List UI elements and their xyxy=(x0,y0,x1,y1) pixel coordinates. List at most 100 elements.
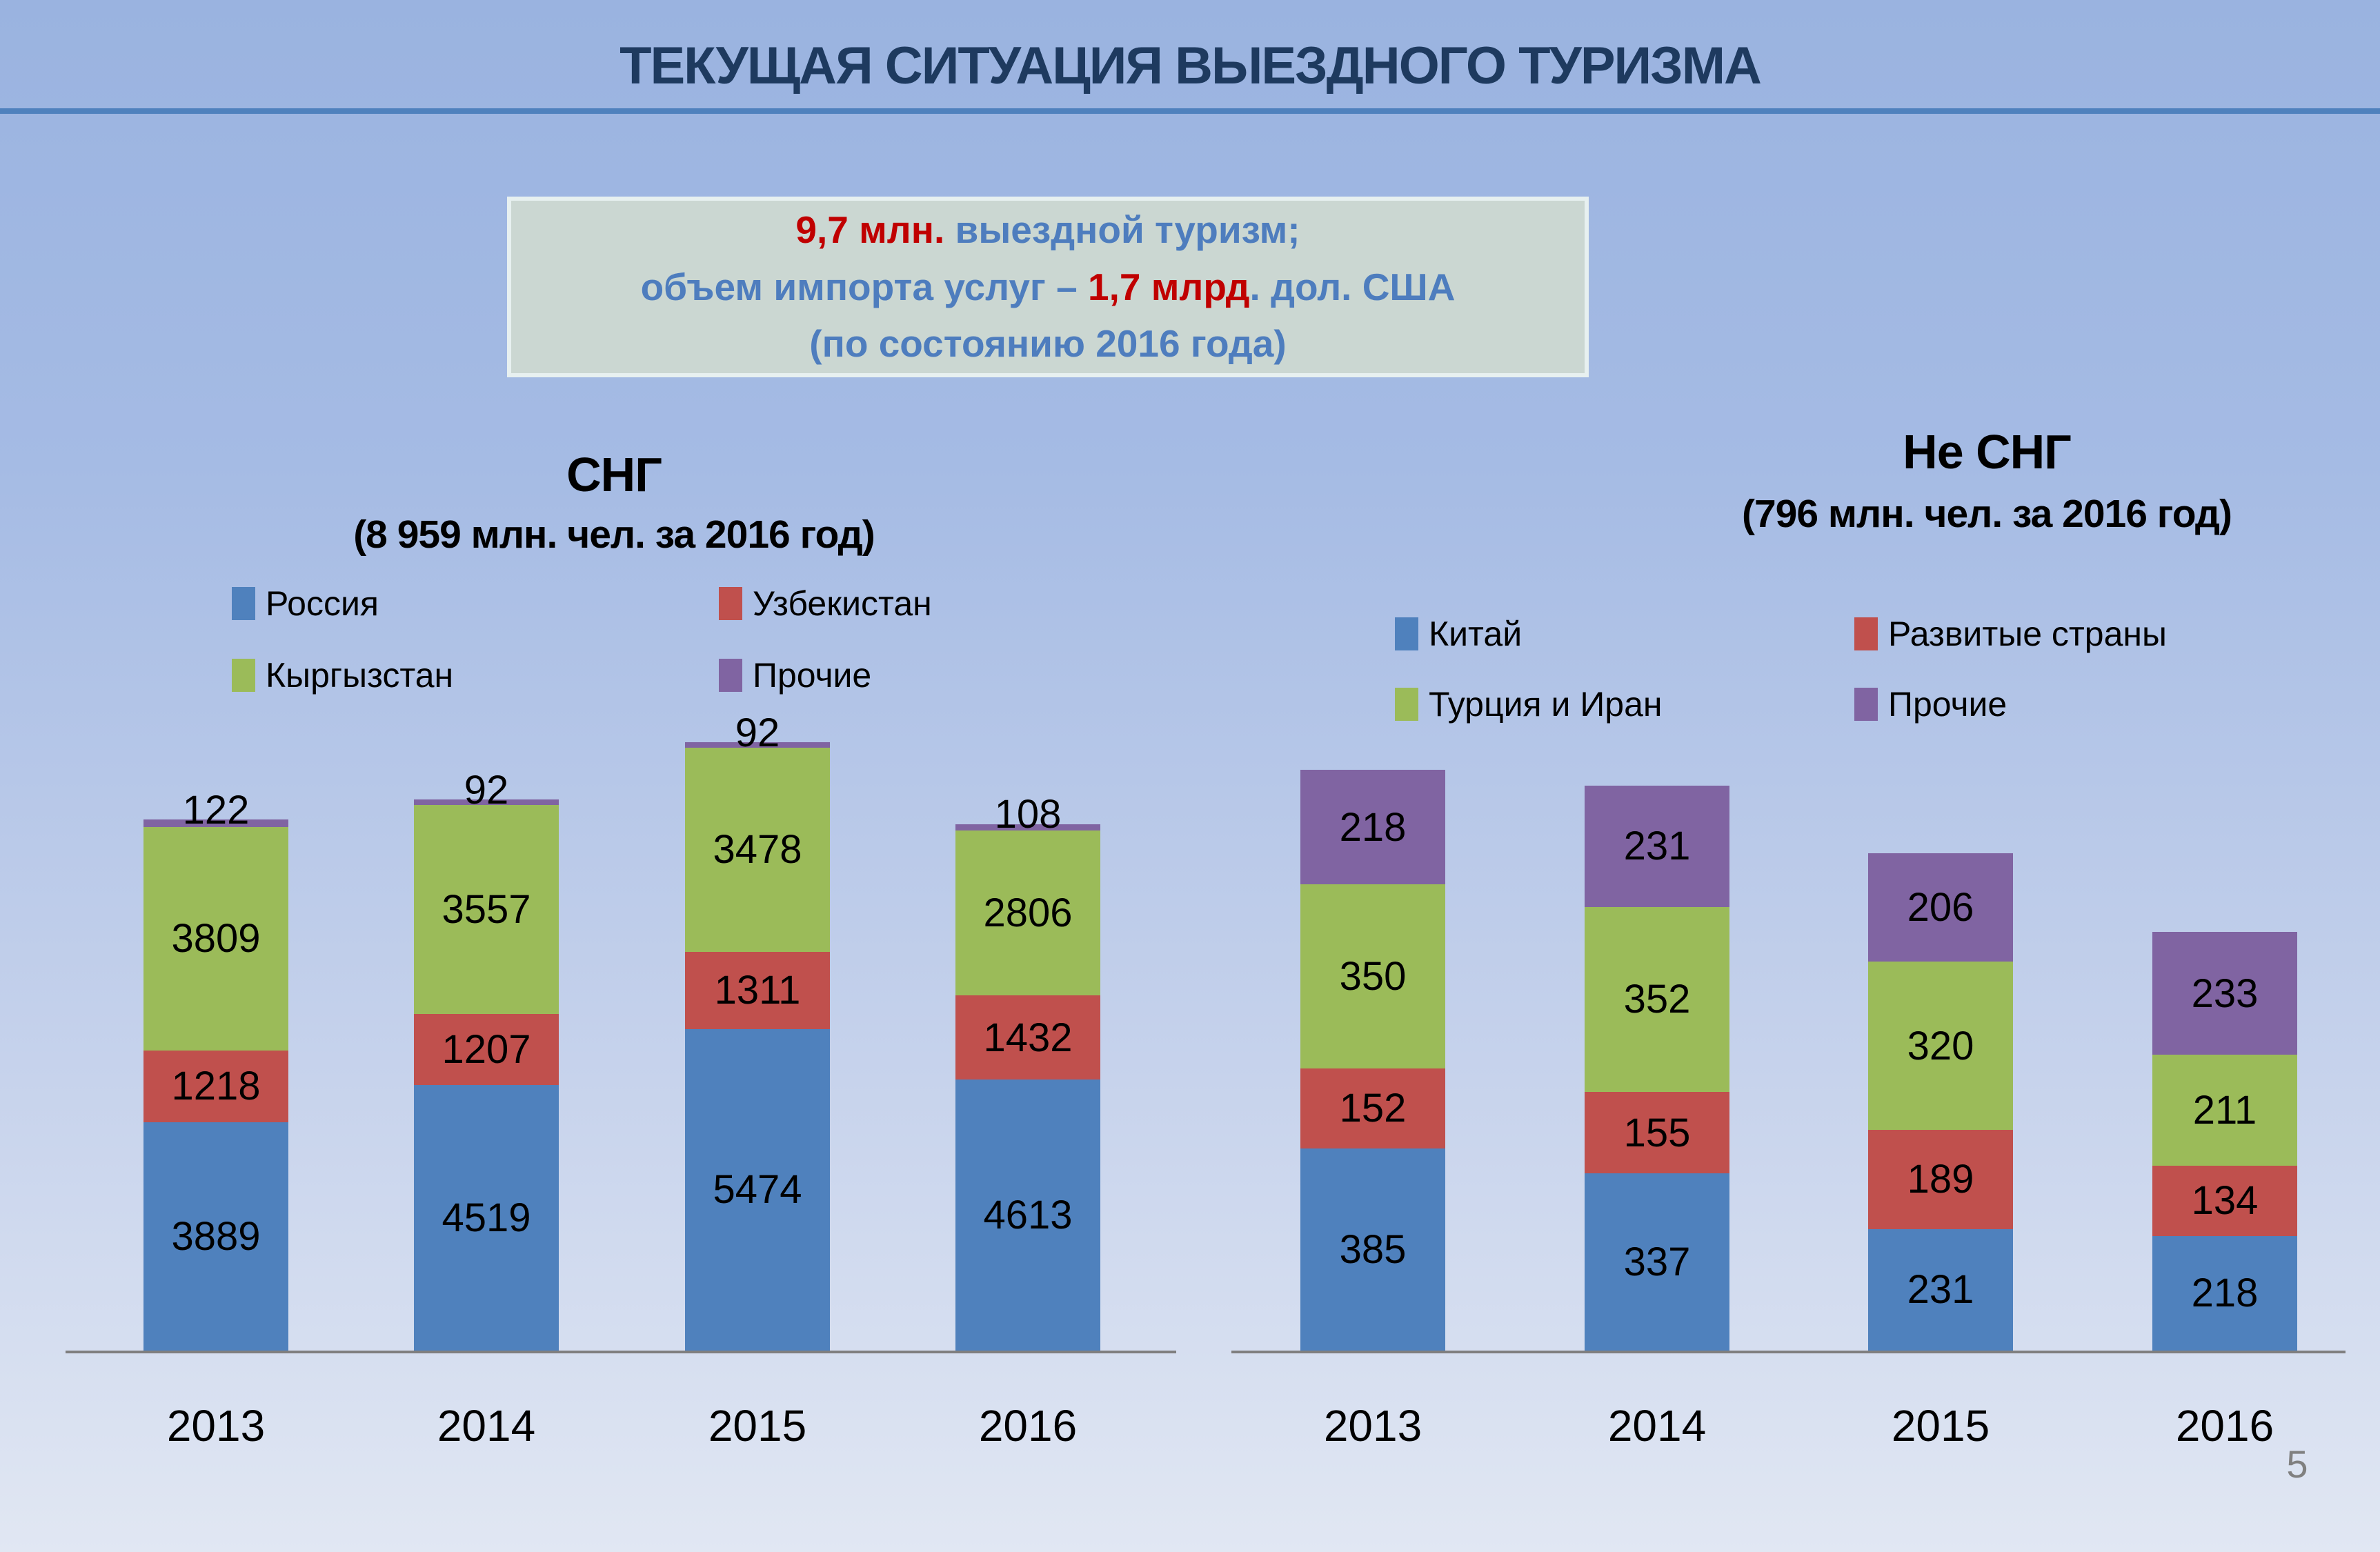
bar-segment xyxy=(143,1122,288,1351)
chart-non-cis-title: Не СНГ xyxy=(1903,425,2072,479)
x-axis-category-label: 2014 xyxy=(437,1401,536,1451)
x-axis-category-label: 2016 xyxy=(2175,1401,2274,1451)
bar-segment-value: 152 xyxy=(1339,1086,1407,1131)
bar-segment xyxy=(414,1014,559,1086)
bar-segment xyxy=(414,1085,559,1351)
bar-segment xyxy=(685,747,830,953)
bar-segment xyxy=(2152,1235,2297,1351)
bar-segment-value: 1207 xyxy=(442,1027,531,1073)
bar-segment-value: 108 xyxy=(994,792,1062,837)
infobox-line-3: (по состоянию 2016 года) xyxy=(809,315,1286,372)
bar-segment-value: 206 xyxy=(1907,885,1974,931)
legend-swatch xyxy=(719,659,742,692)
bar-segment-value: 3557 xyxy=(442,887,531,933)
bar-segment-value: 337 xyxy=(1623,1240,1691,1285)
legend-item: Россия xyxy=(232,579,379,628)
bar-segment xyxy=(2152,1054,2297,1166)
legend-swatch xyxy=(1395,688,1418,721)
bar-segment-value: 320 xyxy=(1907,1023,1974,1068)
bar-segment-value: 3809 xyxy=(171,916,261,962)
bar-segment-value: 350 xyxy=(1339,953,1407,999)
bar-segment xyxy=(685,952,830,1029)
bar-segment-value: 1218 xyxy=(171,1064,261,1109)
bar-segment-value: 1311 xyxy=(714,968,801,1013)
legend-label: Турция и Иран xyxy=(1429,685,1663,724)
bar-segment-value: 1432 xyxy=(983,1015,1073,1060)
infobox-line-2: объем импорта услуг – 1,7 млрд. дол. США xyxy=(641,259,1456,316)
x-axis-category-label: 2013 xyxy=(1323,1401,1422,1451)
bar-segment-value: 2806 xyxy=(983,891,1073,936)
infobox-text-segment: выездной туризм; xyxy=(944,208,1300,252)
infobox-text-segment: 9,7 млн. xyxy=(795,208,945,252)
bar-segment-value: 4519 xyxy=(442,1195,531,1241)
legend-swatch xyxy=(1854,688,1878,721)
bar-segment-value: 218 xyxy=(1339,804,1407,850)
bar-segment-value: 3478 xyxy=(713,827,802,873)
bar-segment xyxy=(143,1051,288,1122)
x-axis-line xyxy=(66,1351,1176,1353)
x-axis-line xyxy=(1231,1351,2346,1353)
bar-segment xyxy=(143,819,288,827)
legend-item: Прочие xyxy=(1854,680,2007,728)
bar-segment xyxy=(1868,1129,2013,1229)
bar-segment-value: 189 xyxy=(1907,1157,1974,1202)
legend-label: Россия xyxy=(266,584,379,623)
bar-segment xyxy=(955,830,1100,996)
legend-label: Прочие xyxy=(1888,685,2007,724)
legend-item: Китай xyxy=(1395,610,1522,658)
bar-segment xyxy=(685,742,830,748)
infobox-text-segment: . дол. США xyxy=(1249,265,1456,308)
bar-segment-value: 233 xyxy=(2191,971,2259,1016)
legend-item: Турция и Иран xyxy=(1395,680,1663,728)
bar-segment xyxy=(2152,932,2297,1055)
legend-swatch xyxy=(1395,617,1418,650)
bar-segment-value: 134 xyxy=(2191,1178,2259,1224)
legend-item: Узбекистан xyxy=(719,579,932,628)
infobox-text-segment: 1,7 млрд xyxy=(1088,265,1250,308)
bar-segment xyxy=(2152,1165,2297,1236)
infobox-text-segment: объем импорта услуг – xyxy=(640,265,1088,308)
bar-segment-value: 92 xyxy=(464,767,509,813)
bar-segment-value: 5474 xyxy=(713,1167,802,1213)
legend-item: Кыргызстан xyxy=(232,651,453,699)
bar-segment-value: 352 xyxy=(1623,977,1691,1022)
chart-non-cis-subtitle: (796 млн. чел. за 2016 год) xyxy=(1741,492,2232,536)
bar-segment-value: 231 xyxy=(1623,824,1691,869)
bar-segment-value: 3889 xyxy=(171,1213,261,1259)
legend-item: Развитые страны xyxy=(1854,610,2167,658)
legend-label: Развитые страны xyxy=(1888,615,2167,653)
page-number: 5 xyxy=(2286,1442,2308,1486)
legend-label: Кыргызстан xyxy=(266,656,454,695)
legend-swatch xyxy=(232,587,255,620)
bar-segment xyxy=(1300,770,1445,885)
bar-segment-value: 385 xyxy=(1339,1226,1407,1272)
bar-segment xyxy=(1585,906,1729,1093)
legend-swatch xyxy=(1854,617,1878,650)
slide-title: ТЕКУЩАЯ СИТУАЦИЯ ВЫЕЗДНОГО ТУРИЗМА xyxy=(619,37,1762,95)
bar-segment-value: 231 xyxy=(1907,1267,1974,1313)
x-axis-category-label: 2014 xyxy=(1607,1401,1707,1451)
legend-swatch xyxy=(719,587,742,620)
legend-swatch xyxy=(232,659,255,692)
bar-segment xyxy=(955,824,1100,831)
legend-label: Прочие xyxy=(753,656,872,695)
bar-segment xyxy=(1300,1068,1445,1148)
x-axis-category-label: 2016 xyxy=(978,1401,1078,1451)
bar-segment xyxy=(1868,853,2013,962)
x-axis-category-label: 2013 xyxy=(166,1401,266,1451)
chart-cis-title: СНГ xyxy=(566,448,662,501)
bar-segment xyxy=(955,1080,1100,1351)
bar-segment-value: 92 xyxy=(735,710,780,755)
bar-segment xyxy=(1585,1092,1729,1174)
bar-segment-value: 122 xyxy=(182,787,250,833)
bar-segment xyxy=(1585,1173,1729,1351)
x-axis-category-label: 2015 xyxy=(708,1401,807,1451)
infobox-text-segment: (по состоянию 2016 года) xyxy=(809,322,1287,366)
bar-segment xyxy=(414,805,559,1015)
chart-cis-subtitle: (8 959 млн. чел. за 2016 год) xyxy=(353,513,875,557)
bar-segment xyxy=(1300,1148,1445,1351)
bar-segment xyxy=(414,799,559,806)
bar-segment-value: 155 xyxy=(1623,1110,1691,1155)
x-axis-category-label: 2015 xyxy=(1891,1401,1990,1451)
